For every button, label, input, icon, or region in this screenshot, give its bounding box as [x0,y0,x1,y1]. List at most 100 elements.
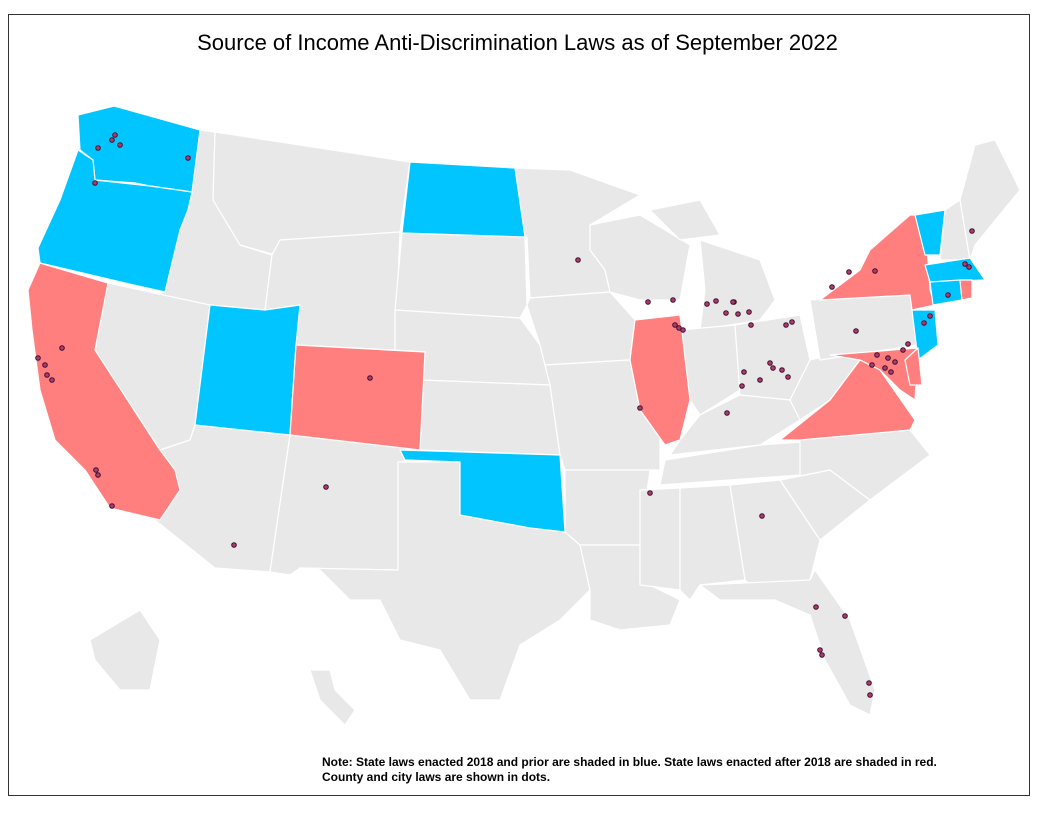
map-title: Source of Income Anti-Discrimination Law… [197,30,838,55]
local-law-dot [323,484,329,490]
local-law-dot [231,542,237,548]
local-law-dot [367,375,373,381]
state-mi [649,199,776,331]
state-ar [564,469,651,546]
local-law-dot [724,410,730,416]
local-law-dot [869,362,875,368]
local-law-dot [757,377,763,383]
local-law-dot [966,264,972,270]
local-law-dot [779,367,785,373]
local-law-dot [49,377,55,383]
state-fl [699,569,876,716]
local-law-dot [112,132,118,138]
map-note: Note: State laws enacted 2018 and prior … [322,755,937,785]
local-law-dot [813,604,819,610]
local-law-dot [842,613,848,619]
local-law-dot [759,513,765,519]
local-law-dot [93,467,99,473]
state-az [154,424,291,573]
local-law-dot [867,692,873,698]
local-law-dot [35,355,41,361]
state-ca [27,262,181,521]
state-sd [394,232,528,319]
local-law-dot [680,327,686,333]
state-wa [77,105,201,193]
local-law-dot [92,180,98,186]
state-ak [89,609,161,691]
local-law-dot [746,309,752,315]
local-law-dot [892,359,898,365]
local-law-dot [670,297,676,303]
local-law-dots-layer [35,132,975,698]
state-vt [914,209,946,256]
local-law-dot [95,145,101,151]
state-hi [309,669,356,726]
state-nd [401,161,526,238]
state-ks [419,379,561,456]
local-law-dot [575,257,581,263]
note-line-2: County and city laws are shown in dots. [322,770,551,784]
local-law-dot [888,369,894,375]
note-line-1: Note: State laws enacted 2018 and prior … [322,755,937,769]
state-ok [399,449,566,533]
local-law-dot [117,142,123,148]
local-law-dot [748,322,754,328]
local-law-dot [704,301,710,307]
local-law-dot [770,365,776,371]
local-law-dot [866,680,872,686]
local-law-dot [921,320,927,326]
local-law-dot [783,322,789,328]
state-wi [589,214,691,301]
state-ct [929,279,963,306]
local-law-dot [945,292,951,298]
local-law-dot [185,155,191,161]
states-layer [27,105,1021,726]
local-law-dot [109,503,115,509]
local-law-dot [672,322,678,328]
local-law-dot [735,311,741,317]
state-nj [911,309,939,361]
local-law-dot [767,360,773,366]
local-law-dot [647,490,653,496]
local-law-dot [846,269,852,275]
local-law-dot [42,362,48,368]
local-law-dot [817,647,823,653]
local-law-dot [741,369,747,375]
state-ny [819,214,936,311]
local-law-dot [882,365,888,371]
state-nc [779,429,931,501]
state-me [959,139,1021,261]
local-law-dot [969,228,975,234]
local-law-dot [59,345,65,351]
state-va [779,359,916,441]
local-law-dot [739,383,745,389]
local-law-dot [905,341,911,347]
local-law-dot [109,137,115,143]
state-ms [639,487,681,591]
state-ma [924,257,986,283]
local-law-dot [872,268,878,274]
state-ia [526,291,636,366]
local-law-dot [95,472,101,478]
local-law-dot [885,355,891,361]
local-law-dot [713,298,719,304]
local-law-dot [900,347,906,353]
state-or [37,149,193,293]
local-law-dot [927,313,933,319]
local-law-dot [962,261,968,267]
local-law-dot [723,310,729,316]
local-law-dot [730,299,736,305]
state-co [289,344,426,451]
local-law-dot [645,299,651,305]
state-nm [269,434,406,576]
local-law-dot [789,319,795,325]
state-ut [194,304,301,436]
local-law-dot [853,328,859,334]
local-law-dot [44,372,50,378]
local-law-dot [829,284,835,290]
local-law-dot [637,405,643,411]
local-law-dot [874,352,880,358]
local-law-dot [785,374,791,380]
state-de [904,347,923,386]
